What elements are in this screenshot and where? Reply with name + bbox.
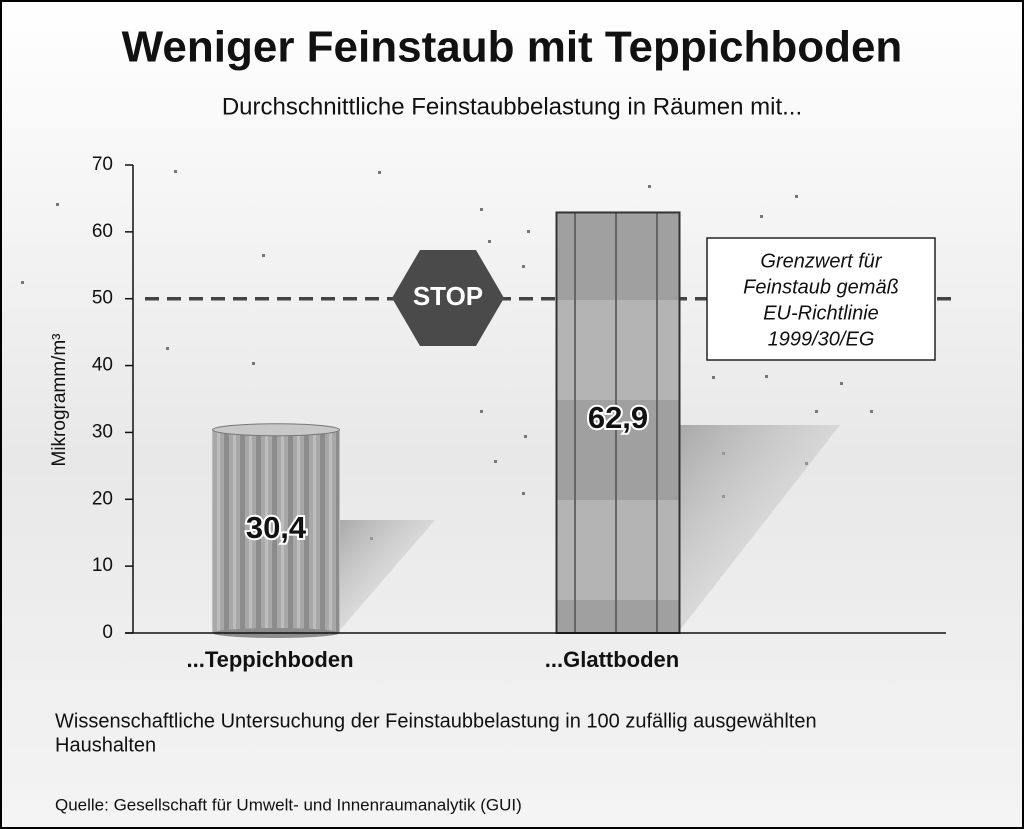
reference-box: Grenzwert für Feinstaub gemäß EU-Richtlini… [706, 237, 936, 361]
stop-label: STOP [413, 281, 483, 311]
roll-top [212, 423, 340, 437]
x-tick-label: ...Glattboden [545, 647, 679, 672]
reference-label: EU-Richtlinie [763, 302, 879, 324]
x-tick-label: ...Teppichboden [186, 647, 353, 672]
chart-title: Weniger Feinstaub mit Teppichboden [122, 23, 903, 72]
reference-label: Grenzwert für [760, 250, 882, 272]
shadow [680, 425, 840, 630]
y-tick-label: 20 [92, 488, 113, 509]
value-label: 30,4 [246, 510, 307, 545]
shadow [340, 520, 435, 630]
y-tick-label: 30 [92, 421, 113, 442]
reference-label: Feinstaub gemäß [743, 276, 899, 298]
y-tick-label: 0 [102, 622, 113, 643]
y-axis-label: Mikrogramm/m³ [49, 334, 70, 467]
y-tick-label: 60 [92, 221, 113, 242]
bar [212, 429, 340, 633]
note: Wissenschaftliche Untersuchung der Feins… [55, 710, 817, 732]
value-label: 62,9 [588, 400, 648, 435]
y-tick-label: 40 [92, 355, 113, 376]
stop-sign: STOP [392, 250, 504, 346]
y-tick-label: 10 [92, 555, 113, 576]
source: Quelle: Gesellschaft für Umwelt- und Inn… [55, 795, 522, 814]
y-tick-label: 50 [92, 288, 113, 309]
subtitle: Durchschnittliche Feinstaubbelastung in … [222, 93, 802, 120]
bar [555, 211, 681, 634]
reference-label: 1999/30/EG [768, 328, 875, 350]
note: Haushalten [55, 734, 156, 756]
y-tick-label: 70 [92, 154, 113, 175]
